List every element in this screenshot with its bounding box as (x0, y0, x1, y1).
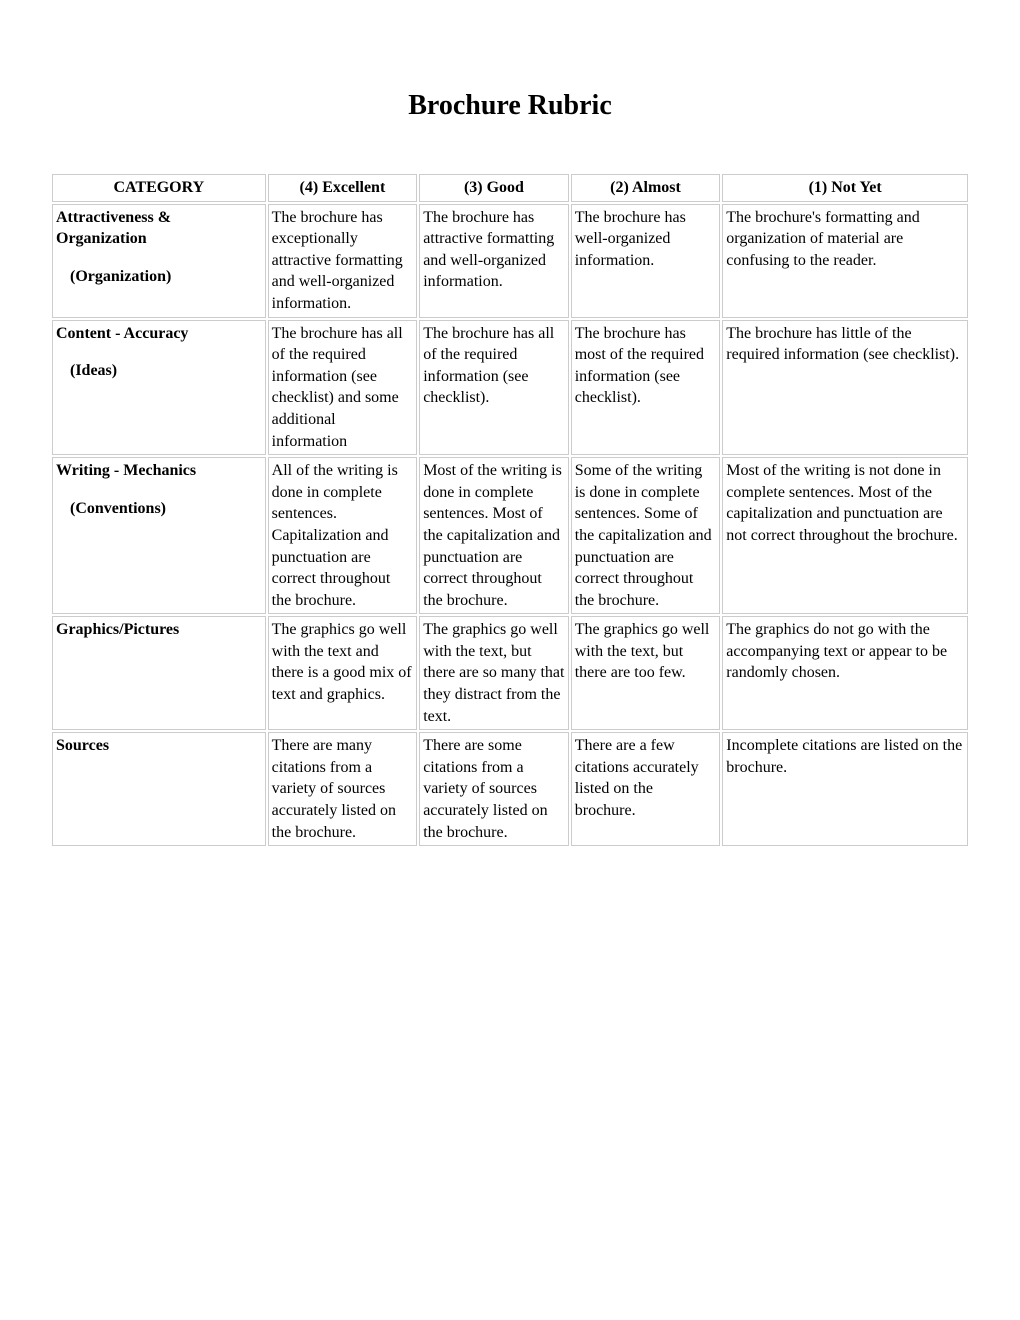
cell-almost: The brochure has most of the required in… (571, 320, 721, 456)
rubric-table: CATEGORY (4) Excellent (3) Good (2) Almo… (50, 172, 970, 848)
cell-almost: The brochure has well-organized informat… (571, 204, 721, 318)
col-header-excellent: (4) Excellent (268, 174, 418, 202)
cell-good: The brochure has attractive formatting a… (419, 204, 569, 318)
cell-category: Content - Accuracy (Ideas) (52, 320, 266, 456)
cell-excellent: All of the writing is done in complete s… (268, 457, 418, 614)
cell-notyet: Incomplete citations are listed on the b… (722, 732, 968, 846)
cell-almost: Some of the writing is done in complete … (571, 457, 721, 614)
table-row: Content - Accuracy (Ideas) The brochure … (52, 320, 968, 456)
cell-excellent: The brochure has all of the required inf… (268, 320, 418, 456)
cell-category: Attractiveness & Organization (Organizat… (52, 204, 266, 318)
cell-good: The graphics go well with the text, but … (419, 616, 569, 730)
col-header-category: CATEGORY (52, 174, 266, 202)
category-main: Attractiveness & Organization (56, 207, 262, 250)
col-header-good: (3) Good (419, 174, 569, 202)
category-sub: (Ideas) (70, 360, 262, 382)
table-row: Writing - Mechanics (Conventions) All of… (52, 457, 968, 614)
category-main: Graphics/Pictures (56, 619, 262, 641)
header-row: CATEGORY (4) Excellent (3) Good (2) Almo… (52, 174, 968, 202)
cell-excellent: The graphics go well with the text and t… (268, 616, 418, 730)
col-header-almost: (2) Almost (571, 174, 721, 202)
cell-good: There are some citations from a variety … (419, 732, 569, 846)
cell-excellent: The brochure has exceptionally attractiv… (268, 204, 418, 318)
category-sub: (Conventions) (70, 498, 262, 520)
table-row: Sources There are many citations from a … (52, 732, 968, 846)
cell-category: Sources (52, 732, 266, 846)
cell-almost: The graphics go well with the text, but … (571, 616, 721, 730)
category-sub: (Organization) (70, 266, 262, 288)
category-main: Sources (56, 735, 262, 757)
category-main: Content - Accuracy (56, 323, 262, 345)
cell-category: Writing - Mechanics (Conventions) (52, 457, 266, 614)
cell-notyet: The brochure has little of the required … (722, 320, 968, 456)
cell-almost: There are a few citations accurately lis… (571, 732, 721, 846)
cell-excellent: There are many citations from a variety … (268, 732, 418, 846)
col-header-notyet: (1) Not Yet (722, 174, 968, 202)
page-title: Brochure Rubric (50, 90, 970, 122)
table-row: Attractiveness & Organization (Organizat… (52, 204, 968, 318)
cell-notyet: The graphics do not go with the accompan… (722, 616, 968, 730)
cell-good: The brochure has all of the required inf… (419, 320, 569, 456)
cell-notyet: Most of the writing is not done in compl… (722, 457, 968, 614)
table-row: Graphics/Pictures The graphics go well w… (52, 616, 968, 730)
cell-good: Most of the writing is done in complete … (419, 457, 569, 614)
cell-category: Graphics/Pictures (52, 616, 266, 730)
cell-notyet: The brochure's formatting and organizati… (722, 204, 968, 318)
category-main: Writing - Mechanics (56, 460, 262, 482)
